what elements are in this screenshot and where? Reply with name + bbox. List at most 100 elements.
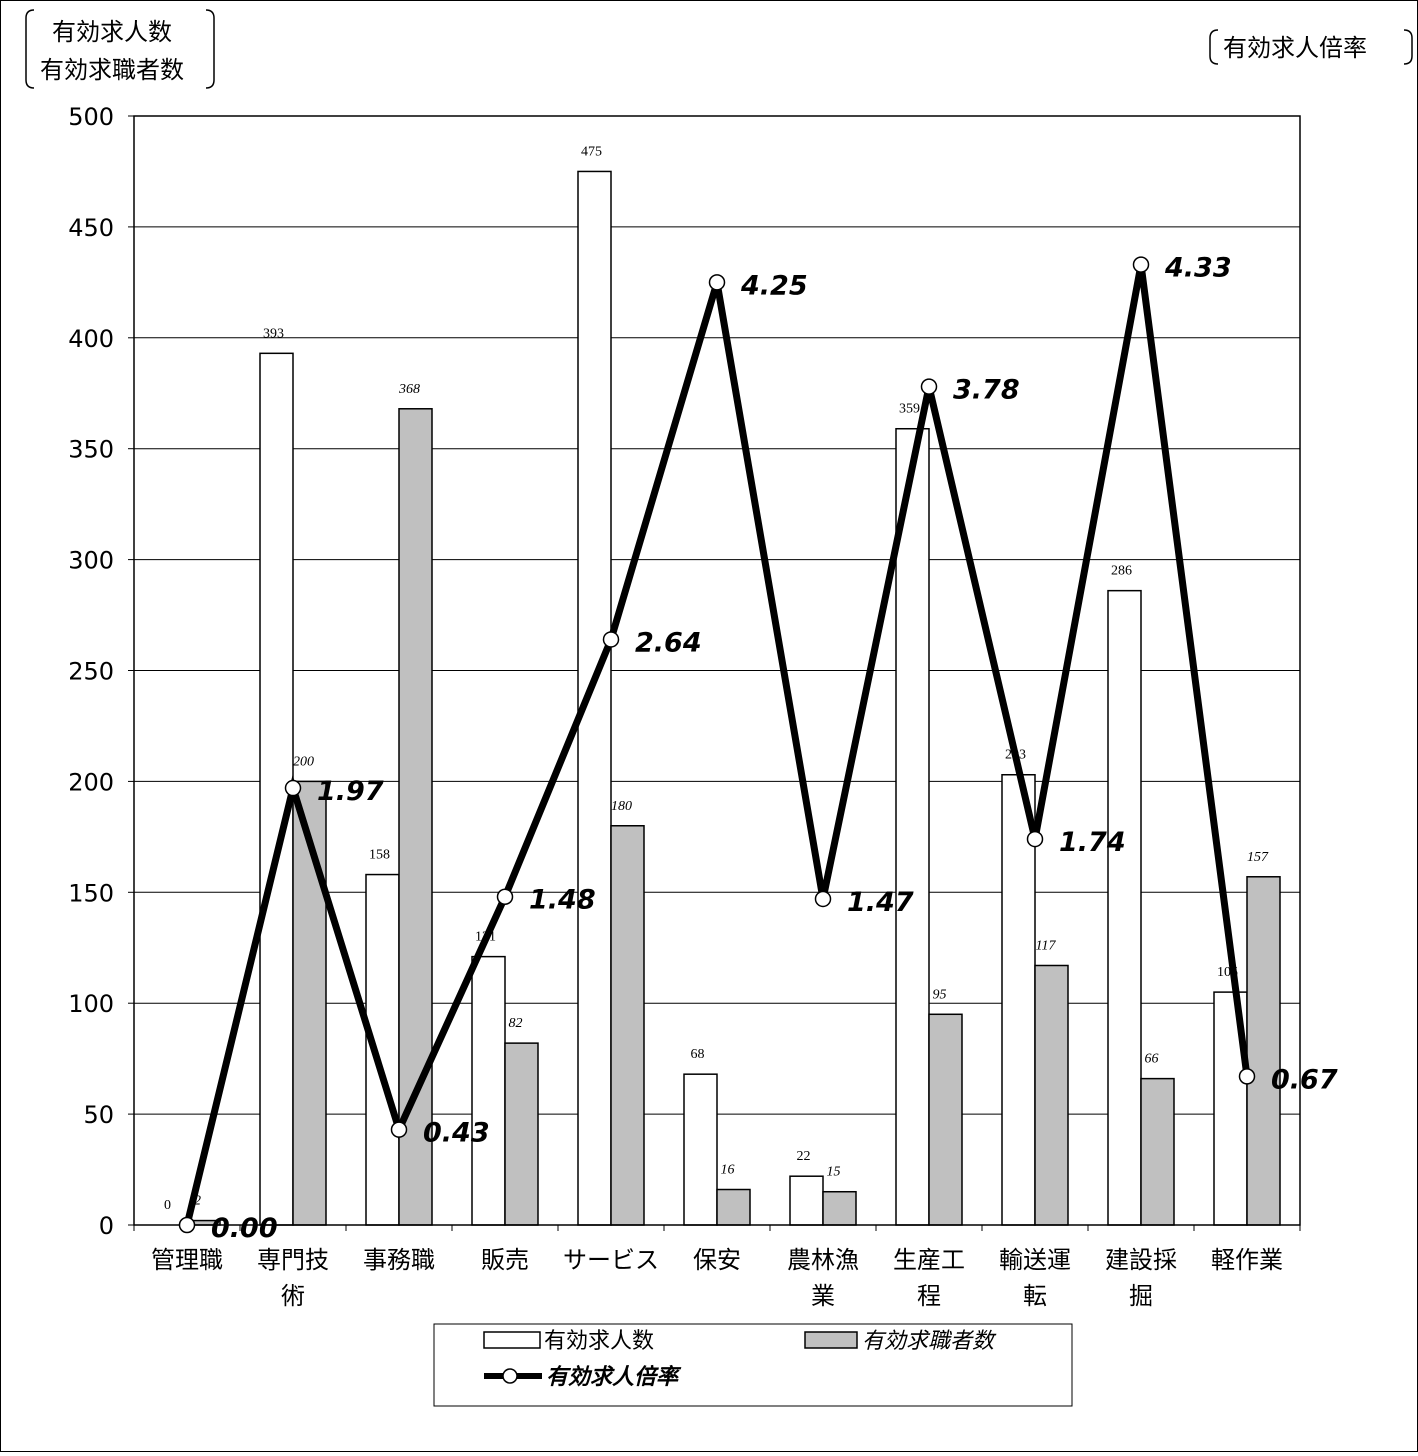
bar-label-job-seekers: 200 (293, 754, 314, 769)
ratio-label: 1.74 (1059, 827, 1126, 858)
left-caption-bracket-open (25, 9, 35, 89)
ratio-marker (496, 888, 514, 905)
legend-label-ratio: 有効求人倍率 (546, 1364, 682, 1390)
legend-label-job-openings: 有効求人数 (544, 1328, 654, 1353)
ratio-marker (920, 378, 938, 395)
plot-area-border (133, 115, 1301, 1226)
ratio-label: 4.25 (740, 270, 808, 301)
bar-label-job-openings: 22 (797, 1149, 811, 1164)
legend-swatch-job-seekers (804, 1331, 858, 1349)
right-caption-bracket-close (1403, 29, 1413, 65)
y-tick-label: 450 (68, 214, 114, 242)
bar-label-job-openings: 0 (164, 1198, 171, 1213)
y-tick-label: 50 (83, 1101, 114, 1129)
bar-label-job-seekers: 95 (933, 987, 947, 1002)
legend: 有効求人数 有効求職者数 有効求人倍率 (433, 1323, 1073, 1407)
bar-job-openings (577, 170, 612, 1226)
ratio-marker (1238, 1068, 1256, 1085)
ratio-marker (178, 1216, 196, 1234)
bar-label-job-seekers: 66 (1145, 1052, 1159, 1067)
bar-label-job-openings: 286 (1111, 564, 1132, 579)
bar-job-seekers (610, 825, 645, 1226)
y-tick-label: 100 (68, 990, 114, 1018)
ratio-labels: 0.00 1.97 0.43 1.48 2.64 4.25 1.47 3.78 1.74 4.33… (211, 253, 1338, 1244)
right-caption-bracket-open (1209, 29, 1219, 65)
ratio-label: 0.00 (211, 1213, 278, 1244)
ratio-label: 4.33 (1164, 253, 1232, 284)
x-tick-label: 建設採 (1105, 1246, 1177, 1274)
legend-label-job-seekers: 有効求職者数 (862, 1328, 997, 1353)
bar-job-seekers (1034, 964, 1069, 1226)
bar-job-seekers (504, 1042, 539, 1226)
ratio-marker (814, 890, 832, 908)
y-tick-label: 0 (99, 1212, 114, 1240)
x-tick-label: 管理職 (151, 1246, 223, 1274)
y-axis-ticks: 0 50 100 150 200 250 300 350 400 450 500 (68, 103, 134, 1240)
ratio-marker (284, 779, 302, 797)
y-tick-label: 200 (68, 768, 114, 796)
bar-label-job-seekers: 180 (611, 799, 632, 814)
bar-job-seekers (716, 1188, 751, 1226)
bar-label-job-seekers: 157 (1247, 850, 1269, 865)
right-caption-text: 有効求人倍率 (1223, 34, 1367, 62)
x-tick-label: 輸送運 (999, 1246, 1071, 1274)
bar-labels: 0 239320015836812182475180681622153599520… (164, 144, 1269, 1213)
grid-lines (134, 115, 1300, 1115)
bar-label-job-openings: 359 (899, 402, 920, 417)
left-axis-caption: 有効求人数 有効求職者数 (25, 9, 215, 89)
ratio-label: 0.67 (1271, 1064, 1338, 1095)
ratio-marker (602, 631, 620, 648)
y-tick-label: 400 (68, 325, 114, 353)
bars (186, 170, 1281, 1226)
y-tick-label: 350 (68, 436, 114, 464)
bar-label-job-seekers: 82 (509, 1016, 523, 1031)
y-tick-label: 150 (68, 879, 114, 907)
ratio-label: 3.78 (953, 375, 1020, 406)
ratio-marker (390, 1121, 408, 1138)
ratio-marker (1132, 256, 1150, 273)
axes (133, 115, 1301, 1231)
x-tick-label: 術 (281, 1282, 305, 1310)
y-tick-label: 250 (68, 658, 114, 686)
ratio-label: 0.43 (423, 1118, 490, 1149)
ratio-label: 2.64 (635, 627, 702, 658)
left-caption-bracket-close (205, 9, 215, 89)
bar-job-openings (895, 427, 930, 1226)
bar-label-job-seekers: 16 (721, 1163, 735, 1178)
bar-label-job-openings: 158 (369, 848, 390, 863)
bar-label-job-openings: 475 (581, 144, 602, 159)
bar-label-job-seekers: 368 (398, 382, 420, 397)
x-tick-label: 業 (811, 1282, 835, 1310)
bar-job-openings (789, 1175, 824, 1226)
ratio-marker (708, 274, 726, 291)
legend-swatch-ratio-marker (502, 1368, 518, 1384)
x-tick-label: 専門技 (257, 1246, 329, 1274)
bar-job-openings (471, 955, 506, 1226)
x-tick-label: サービス (563, 1246, 659, 1274)
bar-job-seekers (822, 1190, 857, 1226)
bar-job-seekers (928, 1013, 963, 1226)
ratio-label: 1.97 (317, 776, 384, 807)
bar-label-job-openings: 393 (263, 326, 284, 341)
bar-job-openings (683, 1073, 718, 1226)
bar-label-job-seekers: 2 (194, 1194, 201, 1209)
x-tick-label: 軽作業 (1211, 1246, 1283, 1274)
ratio-marker (1026, 830, 1044, 848)
x-tick-label: 掘 (1129, 1282, 1153, 1310)
ratio-label: 1.48 (529, 885, 596, 916)
x-tick-label: 販売 (481, 1246, 529, 1274)
x-tick-label: 生産工 (893, 1246, 965, 1274)
x-tick-label: 転 (1023, 1282, 1047, 1310)
x-tick-label: 事務職 (363, 1246, 435, 1274)
left-caption-line-2: 有効求職者数 (40, 56, 184, 84)
bar-job-seekers (1140, 1077, 1175, 1226)
bar-job-openings (1001, 773, 1036, 1226)
y-tick-label: 500 (68, 103, 114, 131)
left-caption-line-1: 有効求人数 (52, 18, 172, 46)
bar-job-seekers (292, 780, 327, 1226)
right-axis-caption: 有効求人倍率 (1209, 29, 1413, 65)
legend-swatch-job-openings (483, 1331, 541, 1349)
